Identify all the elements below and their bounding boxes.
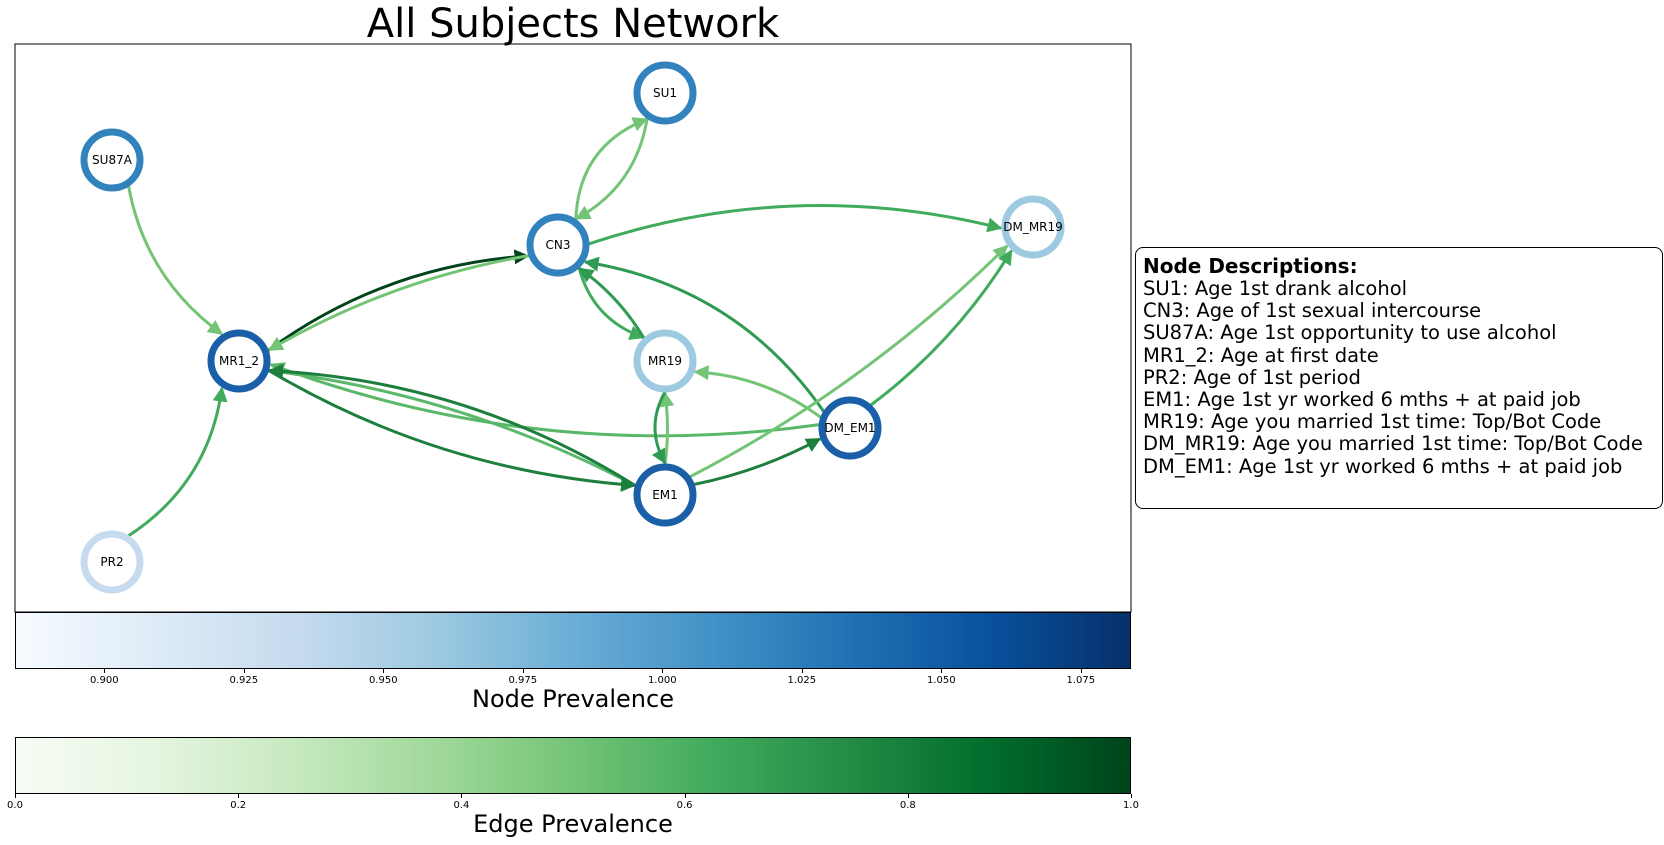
colorbar-tick-mark (1131, 794, 1132, 798)
node-mr1_2[interactable]: MR1_2 (207, 329, 271, 393)
edge-cn3-to-mr19 (577, 267, 645, 341)
legend-line: EM1: Age 1st yr worked 6 mths + at paid … (1143, 388, 1581, 412)
node-circle (633, 329, 697, 393)
colorbar-tick-label: 0.4 (453, 800, 470, 811)
colorbar-tick-label: 0.950 (368, 675, 398, 686)
edge-mr19-to-em1 (651, 391, 667, 465)
colorbar-tick-mark (104, 669, 106, 673)
node-circle (1001, 195, 1065, 259)
colorbar-tick-label: 0.6 (676, 800, 693, 811)
colorbar-tick-label: 1.050 (926, 675, 956, 686)
node-em1[interactable]: EM1 (633, 463, 697, 527)
colorbar-tick-label: 1.025 (787, 675, 817, 686)
chart-title: All Subjects Network (366, 1, 780, 47)
colorbar-tick-label: 0.975 (508, 675, 538, 686)
edge-su87a-to-mr1_2 (127, 185, 224, 336)
node-pr2[interactable]: PR2 (80, 530, 144, 594)
node-label: DM_MR19 (1003, 220, 1063, 234)
node-circle (80, 128, 144, 192)
colorbar-tick-label: 0.925 (229, 675, 259, 686)
colorbar-tick-mark (15, 794, 16, 798)
node-circle (526, 213, 590, 277)
edge-em1-to-mr1_2 (268, 364, 637, 488)
colorbar-tick-label: 0.0 (7, 800, 23, 811)
node-descriptions-legend: Node Descriptions: SU1: Age 1st drank al… (1135, 247, 1663, 509)
edge-su1-to-cn3 (575, 118, 649, 221)
legend-line: MR1_2: Age at first date (1143, 343, 1379, 367)
node-cn3[interactable]: CN3 (526, 213, 590, 277)
legend-line: CN3: Age of 1st sexual intercourse (1143, 299, 1482, 323)
edge-dm_em1-to-dm_mr19 (869, 249, 1013, 407)
legend-line: MR19: Age you married 1st time: Top/Bot … (1143, 410, 1602, 434)
colorbar-tick-mark (383, 669, 385, 673)
node-colorbar-label: Node Prevalence (472, 685, 674, 713)
graph-frame (14, 43, 1132, 613)
edge-em1-to-mr1_2 (268, 363, 637, 487)
legend-line: DM_EM1: Age 1st yr worked 6 mths + at pa… (1143, 454, 1623, 478)
colorbar-tick-label: 1.000 (647, 675, 677, 686)
edge-dm_em1-to-mr1_2 (269, 362, 820, 438)
colorbar-tick-mark (461, 794, 463, 798)
edge-pr2-to-mr1_2 (127, 386, 228, 538)
node-circle (633, 463, 697, 527)
edge-cn3-to-su1 (574, 117, 648, 220)
node-circle (633, 61, 697, 125)
colorbar-tick-mark (238, 794, 240, 798)
legend-line: DM_MR19: Age you married 1st time: Top/B… (1143, 432, 1643, 456)
colorbar-tick-label: 1.075 (1066, 675, 1096, 686)
edge-mr1_2-to-cn3 (267, 249, 530, 352)
colorbar-tick-label: 1.0 (1123, 800, 1139, 811)
edge-em1-to-dm_mr19 (689, 244, 1009, 479)
colorbar-tick-mark (801, 669, 803, 673)
edge-cn3-to-mr1_2 (267, 254, 530, 352)
edge-em1-to-mr19 (659, 391, 675, 465)
edge-cn3-to-dm_mr19 (588, 204, 1003, 246)
colorbar-tick-label: 0.900 (89, 675, 119, 686)
node-su1[interactable]: SU1 (633, 61, 697, 125)
node-circle (207, 329, 271, 393)
legend-line: SU1: Age 1st drank alcohol (1143, 277, 1408, 300)
node-label: SU1 (653, 86, 677, 100)
edge-mr19-to-cn3 (578, 267, 646, 339)
node-circle (818, 396, 882, 460)
node-mr19[interactable]: MR19 (633, 329, 697, 393)
node-label: MR1_2 (219, 354, 259, 368)
node-circle (80, 530, 144, 594)
colorbar-tick-label: 0.8 (899, 800, 916, 811)
colorbar-tick-mark (1080, 669, 1082, 673)
edge-prevalence-colorbar (15, 737, 1131, 794)
legend-line: PR2: Age of 1st period (1143, 365, 1361, 389)
node-dm_em1[interactable]: DM_EM1 (818, 396, 882, 460)
node-label: DM_EM1 (824, 421, 875, 435)
colorbar-tick-label: 0.2 (230, 800, 247, 811)
colorbar-tick-mark (522, 669, 524, 673)
node-su87a[interactable]: SU87A (80, 128, 144, 192)
node-prevalence-colorbar (15, 612, 1131, 669)
node-label: EM1 (652, 488, 678, 502)
node-label: SU87A (92, 153, 133, 167)
edge-colorbar-label: Edge Prevalence (473, 810, 673, 838)
colorbar-tick-mark (907, 794, 909, 798)
node-label: PR2 (100, 555, 123, 569)
node-dm_mr19[interactable]: DM_MR19 (1001, 195, 1065, 259)
colorbar-tick-mark (941, 669, 943, 673)
edge-dm_em1-to-cn3 (583, 256, 825, 413)
edge-em1-to-dm_em1 (693, 437, 822, 486)
colorbar-tick-mark (662, 669, 664, 673)
node-label: MR19 (648, 354, 682, 368)
colorbar-tick-mark (243, 669, 245, 673)
edge-mr1_2-to-em1 (267, 369, 636, 492)
node-label: CN3 (546, 238, 571, 252)
colorbar-tick-mark (684, 794, 686, 798)
legend-title: Node Descriptions: (1143, 254, 1358, 278)
legend-line: SU87A: Age 1st opportunity to use alcoho… (1143, 321, 1557, 345)
